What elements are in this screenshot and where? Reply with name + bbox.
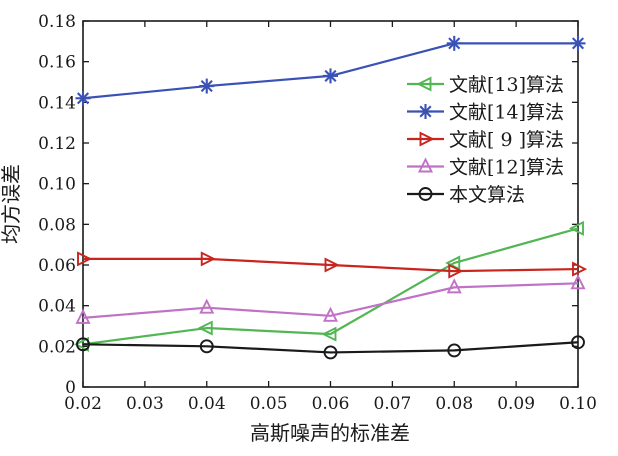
series-marker-2 [324, 257, 340, 273]
asterisk-stroke [200, 80, 213, 93]
triangle-right-marker [419, 131, 435, 147]
series-layer [73, 35, 588, 360]
series-marker-3 [446, 278, 462, 294]
legend-label-3: 文献[12]算法 [449, 157, 564, 179]
y-tick-label: 0.04 [38, 297, 76, 317]
x-tick-label: 0.05 [250, 394, 288, 414]
y-tick-label: 0.12 [38, 134, 76, 154]
x-tick-label: 0.04 [188, 394, 226, 414]
series-marker-1 [75, 90, 91, 106]
triangle-right-marker [324, 257, 340, 273]
legend-entry-2: 文献[ 9 ]算法 [407, 129, 564, 151]
legend-marker-1 [418, 104, 433, 119]
series-marker-3 [322, 306, 339, 322]
triangle-right-marker [200, 251, 216, 267]
triangle-up-marker [446, 278, 462, 294]
y-tick-label: 0.08 [38, 215, 76, 235]
axes-layer: 0.02 0.03 0.04 0.05 0.06 0.07 0.08 0.09 0.1000.0… [38, 12, 597, 414]
triangle-up-marker [417, 157, 434, 173]
triangle-right-marker [77, 251, 93, 267]
y-tick-label: 0.10 [38, 175, 76, 195]
series-marker-1 [446, 35, 462, 51]
x-tick-label: 0.06 [312, 394, 350, 414]
legend-label-1: 文献[14]算法 [449, 102, 564, 124]
triangle-left-marker [197, 320, 213, 336]
series-marker-2 [448, 263, 464, 279]
legend-entry-3: 文献[12]算法 [407, 157, 564, 179]
triangle-left-marker [416, 76, 432, 92]
y-tick-label: 0 [65, 378, 76, 398]
series-line-3 [82, 282, 579, 319]
series-marker-4 [76, 337, 90, 352]
series-marker-4 [571, 335, 585, 350]
x-tick-label: 0.07 [373, 394, 411, 414]
asterisk-stroke [571, 37, 585, 50]
legend-label-4: 本文算法 [449, 184, 525, 206]
series-line-4 [82, 341, 579, 354]
circle-marker [418, 187, 433, 201]
x-tick-label: 0.02 [64, 394, 102, 414]
x-tick-label: 0.10 [559, 394, 597, 414]
legend-entry-0: 文献[13]算法 [407, 74, 564, 96]
x-tick-label: 0.09 [497, 394, 535, 414]
series-marker-1 [199, 78, 215, 94]
series-marker-3 [570, 274, 586, 290]
triangle-up-marker [570, 274, 586, 290]
series-line-2 [83, 257, 579, 273]
x-tick-label: 0.08 [435, 394, 473, 414]
legend-marker-3 [417, 157, 434, 173]
series-marker-2 [572, 261, 588, 277]
series-marker-3 [75, 308, 91, 324]
series-marker-2 [77, 251, 93, 267]
triangle-up-marker [75, 308, 91, 324]
x-tick-label: 0.03 [126, 394, 164, 414]
asterisk-stroke [324, 69, 337, 82]
triangle-up-marker [322, 306, 339, 322]
x-axis-label: 高斯噪声的标准差 [250, 421, 410, 445]
y-tick-label: 0.18 [38, 12, 76, 32]
triangle-right-marker [572, 261, 588, 277]
y-tick-label: 0.02 [38, 337, 76, 357]
circle-marker [571, 335, 585, 350]
series-line-0 [82, 227, 579, 346]
series-marker-4 [323, 345, 338, 360]
asterisk-stroke [448, 37, 461, 50]
series-marker-4 [447, 343, 462, 358]
legend-marker-2 [419, 131, 435, 147]
series-marker-0 [321, 326, 337, 342]
y-tick-label: 0.14 [38, 93, 76, 113]
legend-label-2: 文献[ 9 ]算法 [449, 129, 564, 151]
series-marker-4 [199, 339, 214, 354]
series-marker-1 [323, 68, 338, 84]
asterisk-stroke [419, 105, 432, 118]
circle-marker [447, 343, 462, 358]
series-marker-0 [568, 220, 584, 236]
y-tick-label: 0.16 [38, 53, 76, 73]
y-tick-label: 0.06 [38, 256, 76, 276]
legend-marker-4 [418, 187, 433, 201]
series-marker-2 [200, 251, 216, 267]
triangle-left-marker [321, 326, 337, 342]
triangle-right-marker [448, 263, 464, 279]
triangle-left-marker [445, 255, 461, 271]
series-marker-1 [570, 35, 586, 51]
series-marker-0 [445, 255, 461, 271]
circle-marker [199, 339, 214, 354]
legend-entry-1: 文献[14]算法 [407, 102, 564, 124]
legend-marker-0 [416, 76, 432, 92]
triangle-left-marker [568, 220, 584, 236]
circle-marker [76, 337, 90, 352]
circle-marker [323, 345, 338, 360]
legend-label-0: 文献[13]算法 [449, 74, 564, 96]
series-marker-3 [199, 298, 215, 314]
series-marker-0 [197, 320, 213, 336]
legend-entry-4: 本文算法 [407, 184, 525, 206]
asterisk-stroke [76, 92, 90, 105]
triangle-up-marker [199, 298, 215, 314]
y-axis-label: 均方误差 [0, 164, 23, 244]
